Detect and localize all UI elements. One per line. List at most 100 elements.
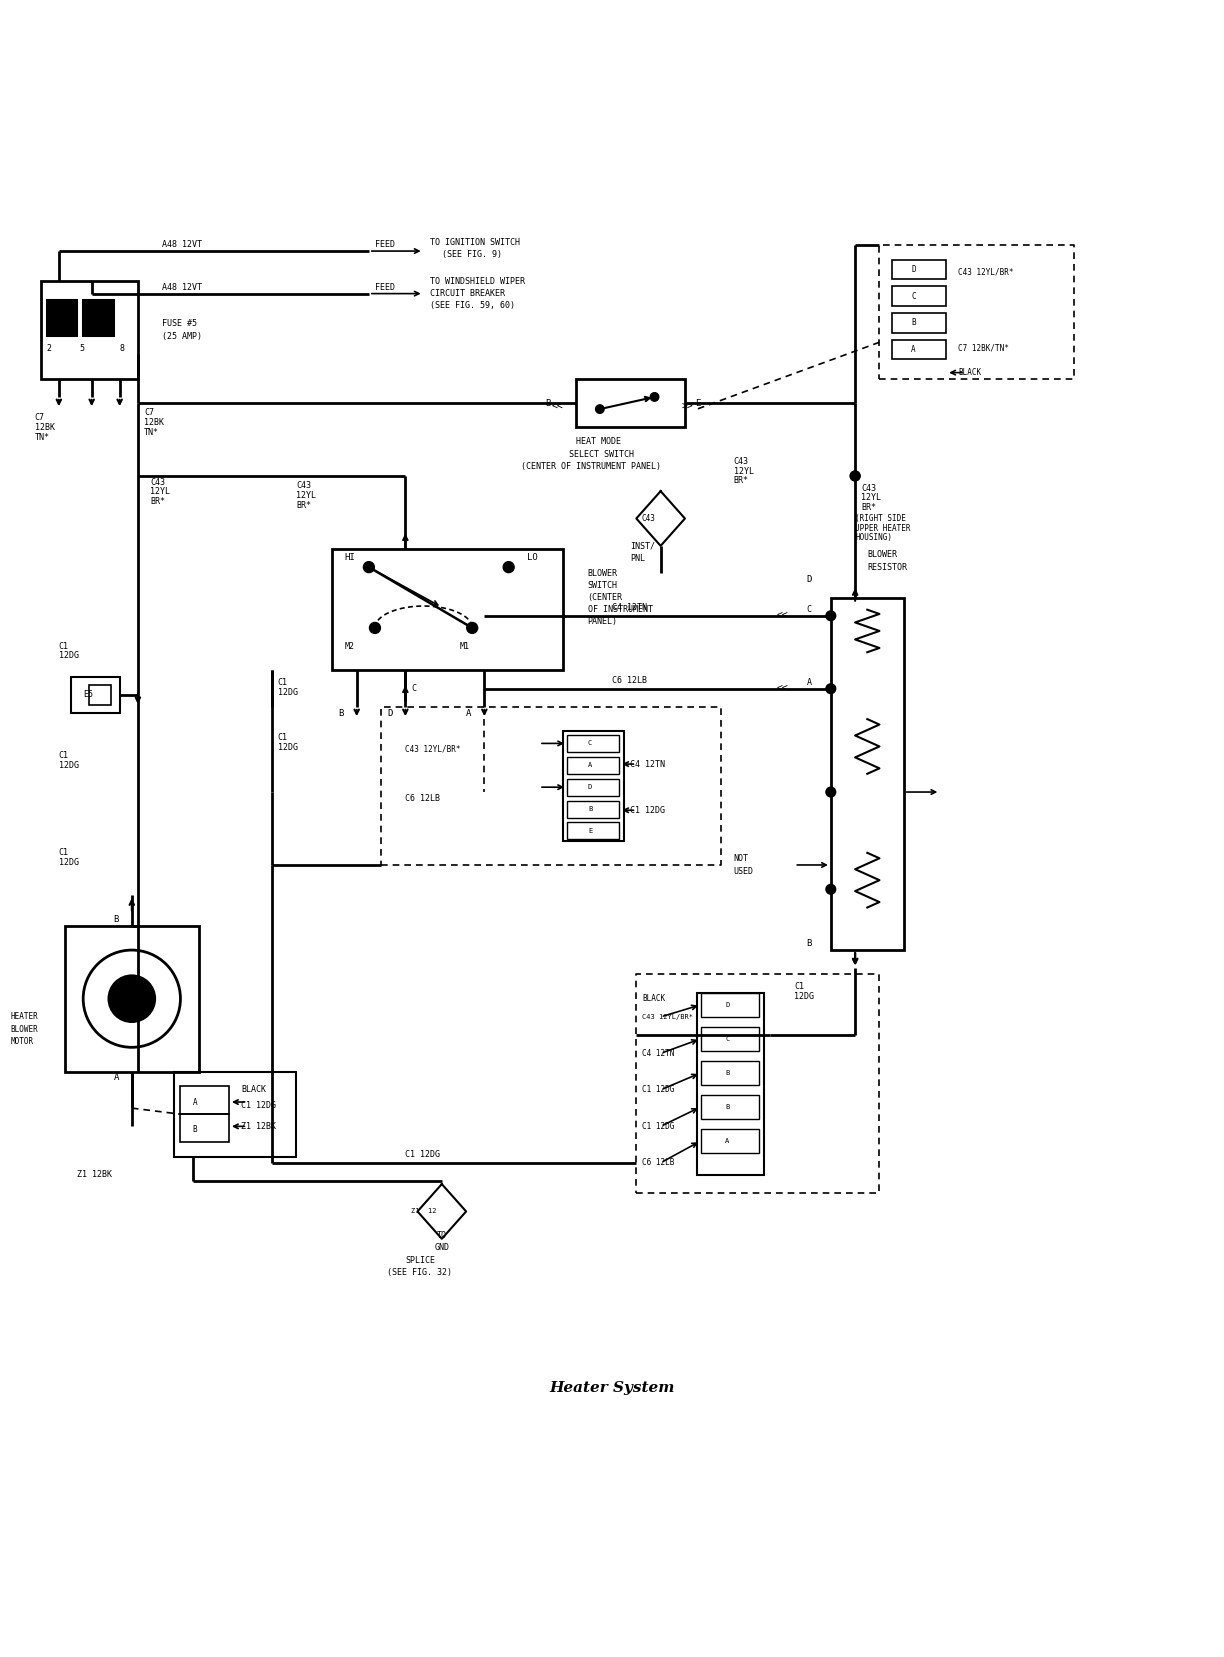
Text: M2: M2 (344, 641, 355, 651)
Text: B: B (339, 709, 344, 717)
Text: HI: HI (344, 553, 355, 562)
Text: TN*: TN* (34, 432, 49, 441)
Text: SELECT SWITCH: SELECT SWITCH (569, 449, 634, 459)
Text: 12YL: 12YL (733, 467, 754, 476)
Text: 12DG: 12DG (59, 761, 78, 771)
Circle shape (108, 974, 157, 1022)
Bar (89, 684, 111, 704)
Bar (567, 800, 619, 817)
Text: C: C (807, 605, 812, 615)
Bar (180, 1114, 229, 1142)
Text: PNL: PNL (630, 553, 645, 563)
Text: A: A (911, 345, 916, 355)
Text: C4 12TN: C4 12TN (643, 1049, 674, 1057)
Text: C43: C43 (733, 457, 749, 466)
Text: Z1 12BK: Z1 12BK (241, 1122, 277, 1130)
Bar (71, 676, 120, 713)
Text: RESISTOR: RESISTOR (868, 563, 907, 572)
Text: C43 12YL/BR*: C43 12YL/BR* (958, 267, 1013, 277)
Circle shape (826, 684, 836, 694)
Text: Z1  12: Z1 12 (411, 1208, 436, 1215)
Text: C7: C7 (34, 413, 44, 423)
Text: <<: << (776, 684, 788, 694)
Bar (701, 1027, 759, 1051)
Text: 12DG: 12DG (794, 993, 814, 1001)
Text: CIRCUIT BREAKER: CIRCUIT BREAKER (430, 288, 504, 298)
Text: 12DG: 12DG (59, 651, 78, 661)
Text: C1: C1 (794, 983, 804, 991)
Circle shape (596, 404, 605, 413)
Text: A: A (726, 1138, 730, 1143)
Text: SWITCH: SWITCH (588, 582, 618, 590)
Text: USED: USED (733, 867, 754, 875)
Circle shape (466, 623, 477, 633)
Text: C1: C1 (59, 848, 69, 857)
Text: C: C (911, 292, 916, 300)
Text: TO IGNITION SWITCH: TO IGNITION SWITCH (430, 239, 520, 247)
Bar (891, 287, 946, 307)
Circle shape (364, 562, 375, 573)
Text: HOUSING): HOUSING) (856, 534, 892, 542)
Bar (180, 1087, 229, 1114)
Text: A: A (807, 678, 812, 688)
Bar (47, 300, 77, 336)
Text: C43 12YL/BR*: C43 12YL/BR* (643, 1014, 693, 1021)
Text: C43: C43 (641, 514, 655, 524)
Text: C1: C1 (278, 732, 288, 742)
Text: A: A (114, 1074, 119, 1082)
Text: (CENTER: (CENTER (588, 593, 623, 601)
Text: C6 12LB: C6 12LB (612, 676, 647, 684)
Text: C1: C1 (278, 678, 288, 688)
Text: B: B (911, 318, 916, 328)
Text: 12YL: 12YL (296, 490, 316, 500)
Text: Z1 12BK: Z1 12BK (77, 1170, 113, 1180)
Text: BLACK: BLACK (241, 1085, 267, 1094)
Text: Heater System: Heater System (550, 1380, 674, 1395)
Bar (891, 313, 946, 333)
Text: C4 12TN: C4 12TN (630, 759, 665, 769)
Text: <<: << (552, 401, 563, 411)
Text: C1: C1 (59, 751, 69, 761)
Text: BR*: BR* (151, 497, 165, 505)
Bar (698, 993, 764, 1175)
Circle shape (370, 623, 381, 633)
Text: C: C (411, 684, 416, 693)
Text: C1 12DG: C1 12DG (241, 1102, 277, 1110)
Text: 12DG: 12DG (59, 858, 78, 867)
Text: C: C (588, 741, 592, 746)
Text: C7 12BK/TN*: C7 12BK/TN* (958, 343, 1010, 353)
Text: D: D (588, 784, 592, 790)
Text: M1: M1 (460, 641, 470, 651)
Text: BLOWER: BLOWER (588, 568, 618, 578)
Text: 12DG: 12DG (278, 688, 297, 698)
Text: 12BK: 12BK (34, 423, 55, 432)
Bar (563, 731, 624, 840)
Text: D: D (726, 1002, 730, 1007)
Text: INST/: INST/ (630, 542, 655, 552)
Text: B: B (192, 1125, 197, 1135)
Text: 12YL: 12YL (151, 487, 170, 495)
Text: SPLICE: SPLICE (405, 1256, 436, 1264)
Text: TN*: TN* (144, 428, 159, 437)
Text: (25 AMP): (25 AMP) (163, 331, 202, 341)
Text: C4 12TN: C4 12TN (612, 603, 647, 611)
Text: C43: C43 (862, 484, 876, 492)
Text: C7: C7 (144, 408, 154, 418)
Text: TO: TO (437, 1231, 447, 1239)
Bar (701, 993, 759, 1017)
Bar (701, 1128, 759, 1153)
Bar (333, 548, 563, 671)
Text: TO WINDSHIELD WIPER: TO WINDSHIELD WIPER (430, 277, 525, 287)
Text: C43: C43 (151, 477, 165, 487)
Text: 5: 5 (80, 343, 84, 353)
Text: C1: C1 (59, 641, 69, 651)
Bar (65, 926, 198, 1072)
Text: B: B (726, 1104, 730, 1110)
Text: >>: >> (682, 401, 693, 411)
Text: A48 12VT: A48 12VT (163, 240, 202, 250)
Circle shape (503, 562, 514, 573)
Bar (891, 340, 946, 360)
Text: BLOWER: BLOWER (868, 550, 897, 560)
Text: FEED: FEED (375, 283, 395, 292)
Text: C6 12LB: C6 12LB (643, 1158, 674, 1167)
